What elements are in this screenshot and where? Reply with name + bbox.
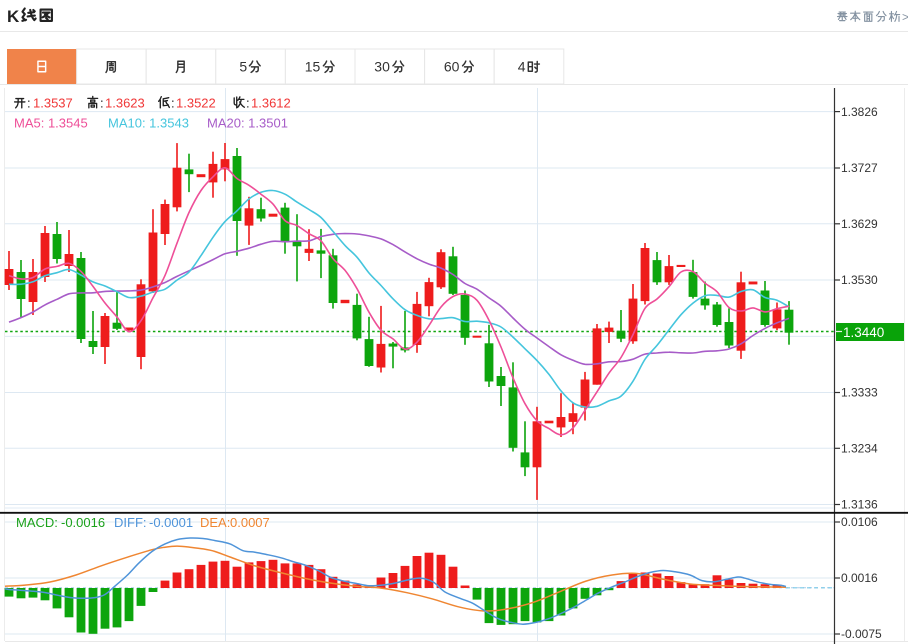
svg-text:1.3826: 1.3826: [841, 105, 878, 119]
svg-text:1.3727: 1.3727: [841, 161, 878, 175]
svg-text:1.3612: 1.3612: [251, 96, 291, 111]
svg-text:K: K: [7, 7, 20, 26]
svg-text:MACD:: MACD:: [16, 515, 58, 530]
svg-text:MA10: 1.3543: MA10: 1.3543: [108, 116, 189, 131]
svg-text::: :: [27, 96, 31, 111]
svg-text:30: 30: [374, 59, 390, 75]
svg-text:1.3440: 1.3440: [843, 325, 884, 340]
svg-text:MA5: 1.3545: MA5: 1.3545: [14, 116, 88, 131]
svg-text:1.3537: 1.3537: [33, 96, 73, 111]
svg-text:0.0007: 0.0007: [230, 515, 270, 530]
svg-text:5: 5: [239, 59, 247, 75]
svg-text:1.3522: 1.3522: [176, 96, 216, 111]
svg-text:1.3333: 1.3333: [841, 386, 878, 400]
svg-text:15: 15: [305, 59, 321, 75]
svg-text:>: >: [902, 10, 908, 24]
svg-text:1.3136: 1.3136: [841, 498, 878, 512]
svg-text:DIFF:: DIFF:: [114, 515, 147, 530]
svg-text::: :: [100, 96, 104, 111]
svg-text:1.3530: 1.3530: [841, 273, 878, 287]
svg-text:0.0016: 0.0016: [841, 571, 878, 585]
svg-text::: :: [246, 96, 250, 111]
svg-text:1.3629: 1.3629: [841, 217, 878, 231]
svg-text:1.3234: 1.3234: [841, 442, 878, 456]
svg-text:-0.0075: -0.0075: [841, 627, 882, 641]
svg-text:DEA:: DEA:: [200, 515, 230, 530]
svg-text:MA20: 1.3501: MA20: 1.3501: [207, 116, 288, 131]
svg-text:4: 4: [518, 59, 526, 75]
svg-text:1.3623: 1.3623: [105, 96, 145, 111]
svg-text:0.0106: 0.0106: [841, 515, 878, 529]
svg-text::: :: [171, 96, 175, 111]
svg-text:60: 60: [444, 59, 460, 75]
svg-text:-0.0001: -0.0001: [149, 515, 193, 530]
svg-text:-0.0016: -0.0016: [61, 515, 105, 530]
